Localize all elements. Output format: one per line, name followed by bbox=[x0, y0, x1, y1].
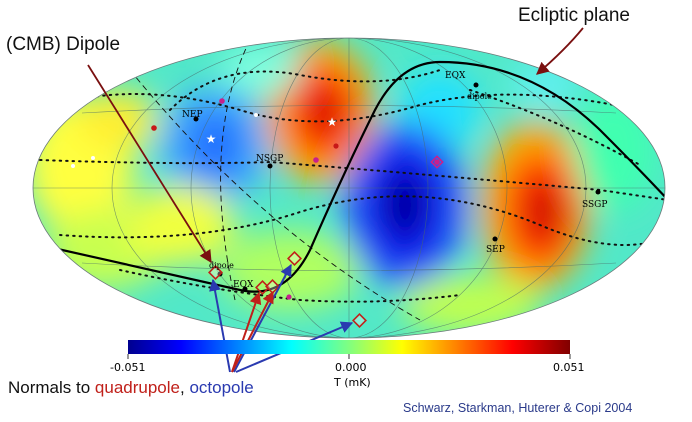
normals-caption: Normals to quadrupole, octopole bbox=[8, 378, 254, 398]
colorbar-ticks bbox=[127, 354, 571, 359]
normal-diamonds bbox=[208, 155, 444, 328]
normals-prefix: Normals to bbox=[8, 378, 95, 397]
dipole-arrow bbox=[87, 64, 212, 264]
map-label-dipole-top: dipole bbox=[467, 92, 492, 101]
ecliptic-plane-label: Ecliptic plane bbox=[518, 5, 630, 26]
cmb-dipole-label: (CMB) Dipole bbox=[6, 34, 121, 55]
colorbar bbox=[128, 340, 570, 354]
map-label-ssgp: SSGP bbox=[582, 200, 607, 210]
colorbar-unit-label: T (mK) bbox=[334, 376, 371, 389]
map-outline bbox=[32, 37, 666, 339]
map-label-eqx-bottom: EQX bbox=[233, 280, 254, 290]
map-label-nep: NEP bbox=[182, 110, 203, 120]
colorbar-max-label: 0.051 bbox=[553, 361, 585, 374]
ecliptic-arrow bbox=[536, 27, 584, 75]
normals-octopole: octopole bbox=[189, 378, 254, 397]
map-markers: ★ ★ bbox=[71, 82, 601, 300]
colorbar-mid-label: 0.000 bbox=[335, 361, 367, 374]
colorbar-min-label: -0.051 bbox=[110, 361, 146, 374]
map-label-eqx-top: EQX bbox=[445, 71, 466, 81]
svg-text:★: ★ bbox=[327, 115, 338, 129]
credit-line: Schwarz, Starkman, Huterer & Copi 2004 bbox=[403, 401, 633, 415]
map-label-nsgp: NSGP bbox=[256, 154, 283, 164]
normals-quadrupole: quadrupole bbox=[94, 378, 180, 397]
dotted-curves bbox=[39, 69, 665, 303]
map-label-sep: SEP bbox=[486, 245, 505, 255]
dashed-curves bbox=[129, 39, 421, 321]
svg-text:★: ★ bbox=[206, 132, 217, 146]
map-label-dipole-bottom: dipole bbox=[209, 261, 234, 270]
normals-separator: , bbox=[180, 378, 190, 397]
